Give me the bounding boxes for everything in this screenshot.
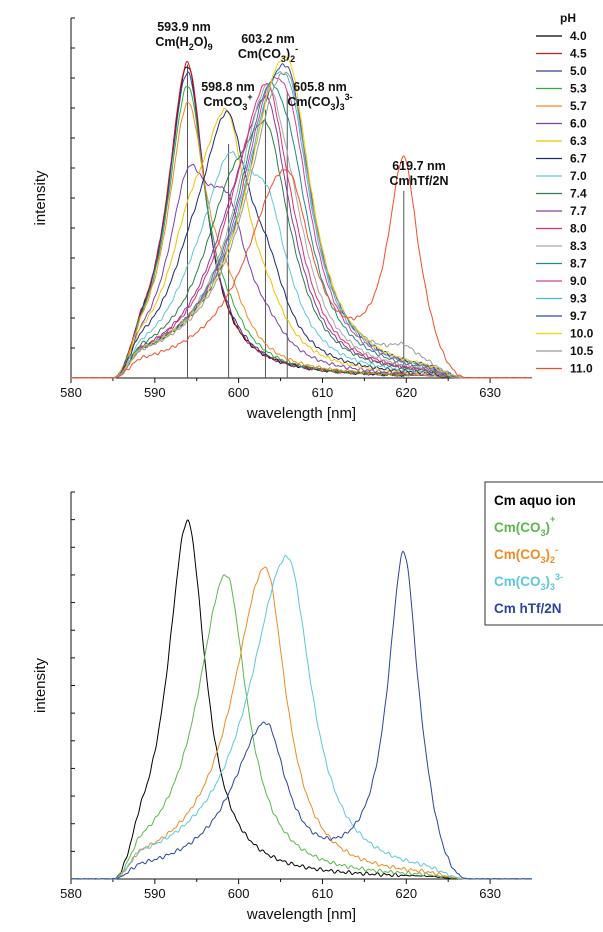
chart-bottom-species: 580 590 600 610 620 630 wavelength [nm] intensi… <box>32 481 603 923</box>
legend-label: 7.0 <box>570 169 587 183</box>
annotation-species: Cm(H2O)9 <box>155 35 212 52</box>
y-axis-title: intensity <box>32 170 49 226</box>
x-axis-title: wavelength [nm] <box>246 906 356 923</box>
legend-label: 7.7 <box>570 204 587 218</box>
annotation-wavelength: 605.8 nm <box>293 80 347 94</box>
series-line <box>71 155 532 379</box>
x-tick-label: 580 <box>60 385 82 400</box>
legend-label: Cm hTf/2N <box>494 601 562 616</box>
x-tick-label: 600 <box>228 886 250 901</box>
annotation-wavelength: 603.2 nm <box>241 32 295 46</box>
legend-label: 10.5 <box>570 344 594 358</box>
series-line <box>71 566 533 880</box>
legend-label: 4.0 <box>570 29 587 43</box>
x-tick-label: 580 <box>60 886 82 901</box>
legend-label: 4.5 <box>570 47 587 61</box>
annotation-species: CmCO3+ <box>203 92 252 112</box>
series-line <box>70 101 533 379</box>
x-tick-label: 620 <box>395 385 417 400</box>
series-line <box>71 550 533 880</box>
annotation-species: Cm(CO3)2- <box>238 44 298 64</box>
annotation-wavelength: 598.8 nm <box>201 80 255 94</box>
annotation-species: CmhTf/2N <box>389 174 448 188</box>
x-tick-label: 620 <box>395 886 417 901</box>
x-tick-label: 630 <box>479 385 501 400</box>
x-tick-label: 630 <box>479 886 501 901</box>
legend-label: 8.7 <box>570 257 587 271</box>
legend-label: 6.7 <box>570 152 587 166</box>
x-tick-label: 590 <box>144 886 166 901</box>
x-tick-label: 610 <box>312 886 334 901</box>
x-axis-title: wavelength [nm] <box>246 405 356 422</box>
legend-label: 8.3 <box>570 239 587 253</box>
legend-species: Cm aquo ion Cm(CO3)+ Cm(CO3)2- Cm(CO3)33- Cm… <box>484 481 603 626</box>
legend-label: 6.0 <box>570 117 587 131</box>
series-line <box>71 63 533 379</box>
legend-label: Cm aquo ion <box>494 493 576 508</box>
legend-label: 7.4 <box>570 187 587 201</box>
legend-box <box>484 481 603 626</box>
legend-title: pH <box>560 11 576 25</box>
legend-label: 11.0 <box>570 362 593 376</box>
legend-label: Cm(CO3)2- <box>494 545 558 565</box>
x-tick-label: 610 <box>312 385 334 400</box>
y-axis-title: intensity <box>32 657 49 713</box>
legend-label: 9.0 <box>570 274 587 288</box>
x-tick-label: 590 <box>144 385 166 400</box>
legend-label: Cm(CO3)33- <box>494 572 563 592</box>
annotation-species: Cm(CO3)33- <box>287 92 352 112</box>
legend-label: Cm(CO3)+ <box>494 514 555 538</box>
legend-label: 9.7 <box>570 309 587 323</box>
legend-label: 8.0 <box>570 222 587 236</box>
legend-ph: pH 4.0 4.5 5.0 5.3 5.7 6.0 6.3 6.7 7.0 7.4 7.7 8.0 8.… <box>536 11 594 376</box>
legend-label: 5.7 <box>570 99 587 113</box>
legend-label: 9.3 <box>570 292 587 306</box>
annotation-wavelength: 619.7 nm <box>392 159 446 173</box>
series-line <box>70 71 533 379</box>
legend-label: 10.0 <box>570 327 594 341</box>
series-line <box>70 519 532 880</box>
legend-label: 6.3 <box>570 134 587 148</box>
legend-label: 5.3 <box>570 82 587 96</box>
legend-label: 5.0 <box>570 64 587 78</box>
chart-top-ph-series: 580 590 600 610 620 630 wavelength [nm] intensi… <box>32 11 594 422</box>
annotation-wavelength: 593.9 nm <box>157 20 211 34</box>
x-tick-label: 600 <box>228 385 250 400</box>
series-line <box>70 554 532 880</box>
